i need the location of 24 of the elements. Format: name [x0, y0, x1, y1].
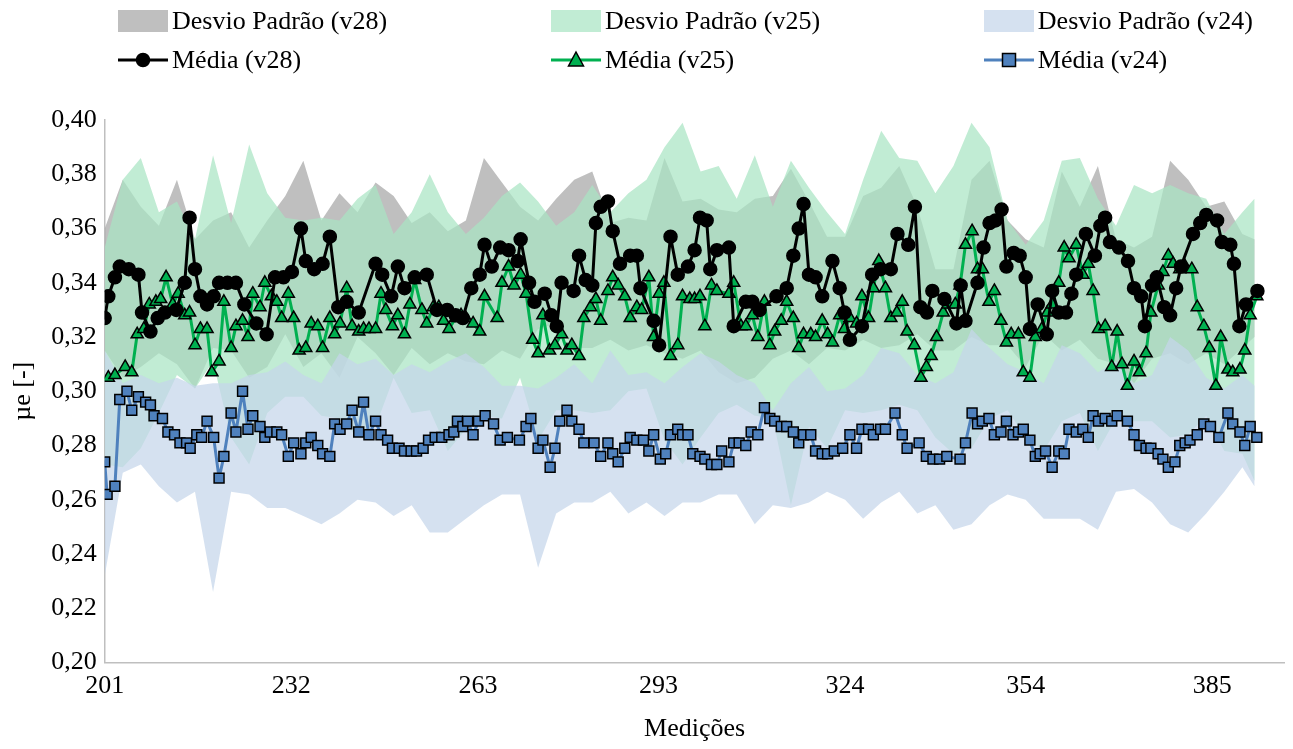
x-tick-label: 293: [638, 670, 678, 700]
y-tick-label: 0,30: [51, 375, 97, 405]
legend-label: Desvio Padrão (v28): [172, 4, 388, 37]
legend-label: Média (v28): [172, 43, 302, 76]
y-tick-label: 0,36: [51, 212, 97, 242]
legend-label: Desvio Padrão (v24): [1037, 4, 1253, 37]
y-tick-label: 0,38: [51, 158, 97, 188]
legend-label: Média (v25): [604, 43, 735, 76]
y-tick-label: 0,28: [51, 429, 97, 459]
x-tick-label: 354: [1006, 670, 1046, 700]
x-tick-label: 263: [458, 670, 498, 700]
legend-label: Desvio Padrão (v25): [604, 4, 821, 37]
x-tick-label: 385: [1192, 670, 1232, 700]
x-tick-label: 324: [825, 670, 865, 700]
y-tick-label: 0,24: [51, 537, 97, 567]
x-tick-label: 232: [271, 670, 311, 700]
y-tick-label: 0,22: [51, 592, 97, 622]
y-tick-label: 0,40: [51, 103, 97, 133]
y-tick-label: 0,32: [51, 320, 97, 350]
y-tick-label: 0,26: [51, 483, 97, 513]
y-axis-title: µe [-]: [7, 361, 37, 421]
legend-label: Média (v24): [1037, 43, 1168, 76]
x-axis-title: Medições: [644, 713, 746, 743]
y-tick-label: 0,34: [51, 266, 97, 296]
